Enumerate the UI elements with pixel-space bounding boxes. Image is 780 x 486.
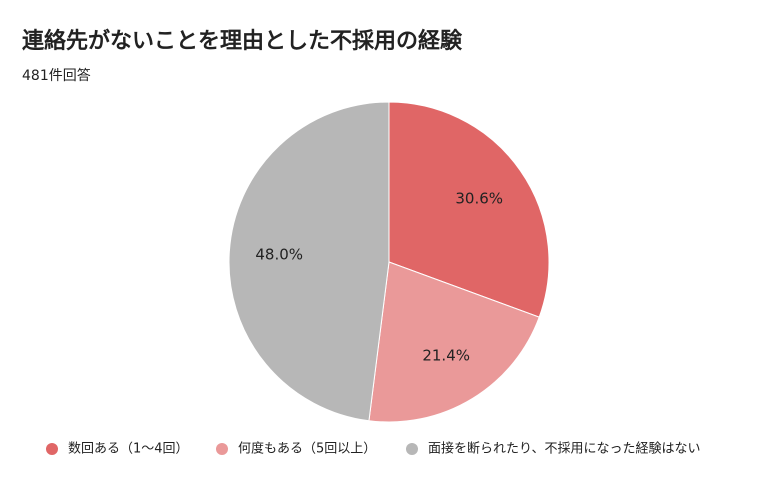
legend-marker [406, 443, 418, 455]
legend-label: 面接を断られたり、不採用になった経験はない [428, 441, 700, 457]
data-label: 21.4% [422, 346, 470, 364]
legend-label: 数回ある（1～4回） [68, 442, 189, 457]
legend-marker [46, 443, 58, 455]
pie-slice [228, 101, 390, 422]
pie-slice [388, 101, 550, 318]
pie-slice [368, 261, 540, 423]
legend-marker [216, 443, 228, 455]
legend-label: 何度もある（5回以上） [238, 441, 376, 457]
chart-title: 連絡先がないことを理由とした不採用の経験 [22, 28, 463, 54]
chart-subtitle: 481件回答 [22, 67, 91, 84]
data-label: 30.6% [455, 190, 503, 208]
data-label: 48.0% [255, 246, 303, 264]
